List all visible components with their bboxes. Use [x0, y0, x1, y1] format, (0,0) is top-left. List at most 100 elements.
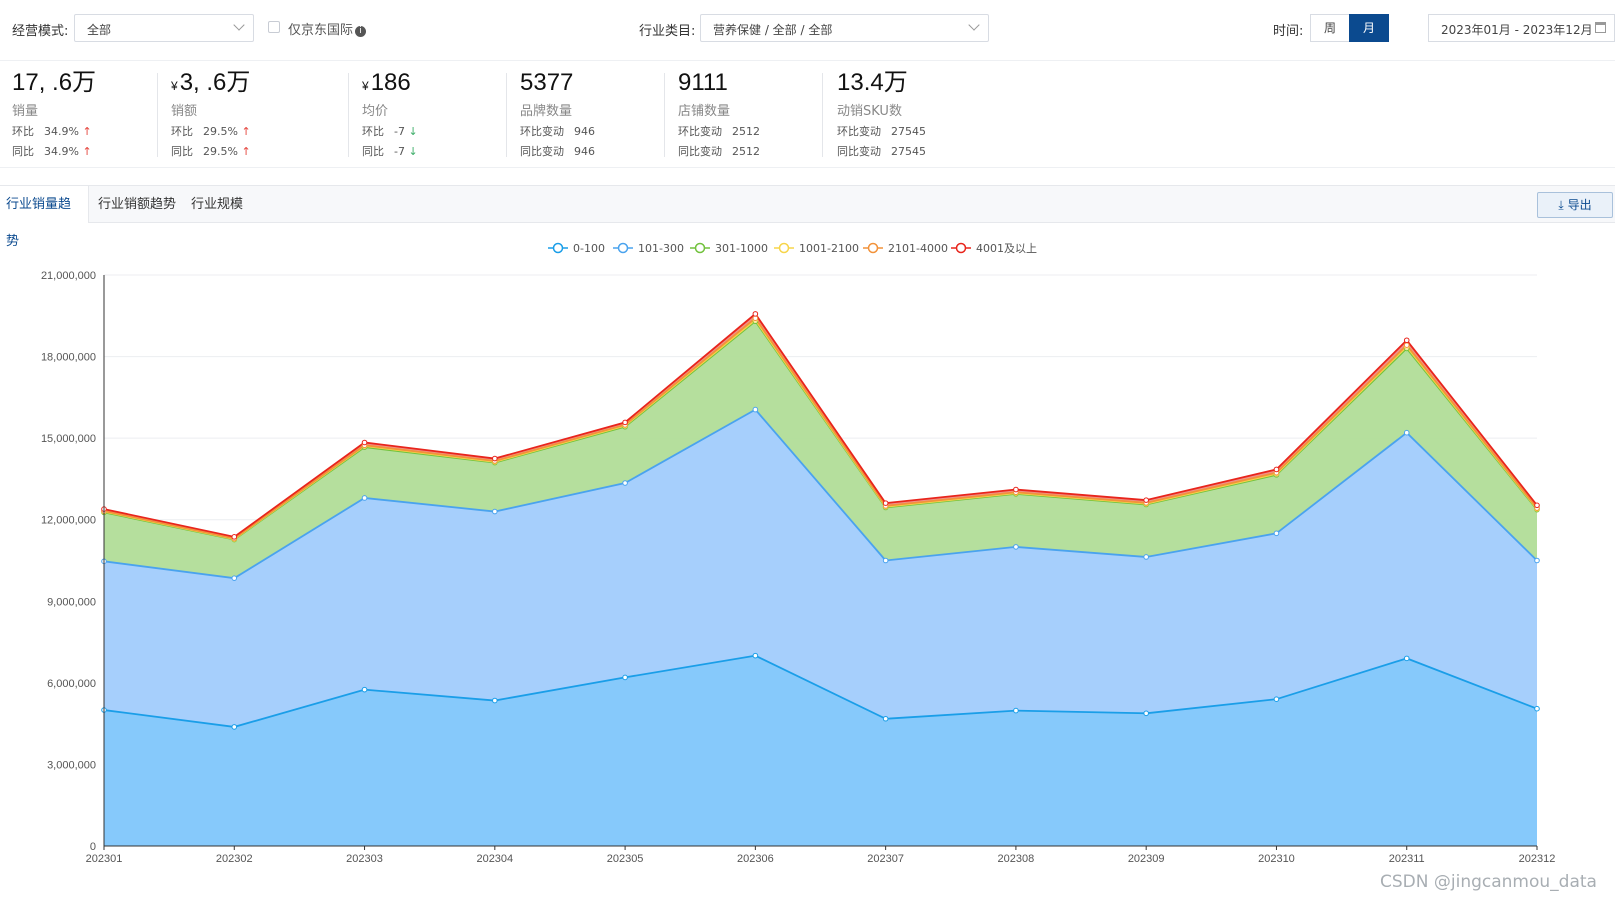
point-0-100[interactable] [1013, 707, 1019, 714]
point-0-100[interactable] [1143, 710, 1149, 717]
x-tick-label: 202305 [607, 853, 644, 865]
point-0-100[interactable] [752, 652, 759, 659]
point-0-100[interactable] [361, 686, 368, 693]
date-range-picker[interactable]: 2023年01月 - 2023年12月 [1428, 14, 1615, 42]
x-tick-label: 202302 [216, 853, 253, 865]
x-tick-label: 202310 [1258, 853, 1295, 865]
tab-sales-amount-trend[interactable]: 行业销额趋势 [98, 197, 177, 212]
point-4001及以上[interactable] [231, 534, 238, 540]
area-0-100 [104, 655, 1537, 846]
kpi-yoy: 同比变动 2512 [678, 145, 760, 158]
point-101-300[interactable] [1143, 554, 1149, 560]
mode-select-value: 全部 [87, 23, 112, 37]
kpi-value: ¥186 [362, 69, 411, 96]
legend-item-2101-4000[interactable]: 2101-4000 [863, 242, 948, 255]
jd-intl-checkbox[interactable] [268, 21, 280, 33]
point-101-300[interactable] [1403, 429, 1410, 436]
point-101-300[interactable] [882, 557, 889, 564]
kpi-mom: 环比 29.5% ↑ [171, 125, 251, 138]
point-0-100[interactable] [1273, 696, 1280, 702]
y-tick-label: 15,000,000 [41, 433, 96, 445]
chart-lines [103, 312, 1538, 728]
point-0-100[interactable] [622, 674, 628, 681]
mode-select[interactable]: 全部 [74, 14, 254, 42]
area-301-1000 [104, 321, 1537, 579]
point-4001及以上[interactable] [1143, 497, 1149, 503]
calendar-icon [1595, 22, 1606, 33]
kpi-yoy: 同比 29.5% ↑ [171, 145, 251, 158]
legend-item-301-1000[interactable]: 301-1000 [690, 242, 768, 255]
point-0-100[interactable] [1534, 705, 1540, 712]
week-toggle[interactable]: 周 [1310, 14, 1350, 42]
point-0-100[interactable] [231, 724, 238, 730]
chart-areas [104, 313, 1537, 846]
kpi-value: 5377 [520, 69, 574, 96]
point-101-300[interactable] [231, 575, 238, 581]
x-tick-label: 202309 [1128, 853, 1165, 865]
industry-select[interactable]: 营养保健 / 全部 / 全部 [700, 14, 989, 42]
y-tick-label: 9,000,000 [47, 596, 96, 608]
point-101-300[interactable] [752, 406, 759, 413]
point-101-300[interactable] [622, 480, 628, 486]
chart-tabs: 行业销量趋势 行业销额趋势 行业规模 ⤓ 导出 [0, 185, 1615, 249]
export-button[interactable]: ⤓ 导出 [1537, 192, 1613, 218]
point-101-300[interactable] [492, 508, 498, 515]
point-4001及以上[interactable] [361, 439, 368, 446]
download-icon: ⤓ [1558, 198, 1564, 212]
kpi-divider [506, 73, 507, 157]
point-0-100[interactable] [882, 715, 889, 722]
x-tick-label: 202306 [737, 853, 774, 865]
filter-bar: 经营模式: 全部 仅京东国际 i 行业类目: 营养保健 / 全部 / 全部 时间:… [0, 0, 1615, 60]
info-icon[interactable]: i [355, 26, 367, 37]
legend-item-1001-2100[interactable]: 1001-2100 [774, 242, 859, 255]
area-101-300 [104, 409, 1537, 727]
month-toggle[interactable]: 月 [1349, 14, 1389, 42]
kpi-sales-amount: ¥3, .6万 销额 环比 29.5% ↑ 同比 29.5% ↑ [171, 67, 251, 158]
tab-industry-scale[interactable]: 行业规模 [191, 197, 244, 212]
kpi-yoy: 同比 34.9% ↑ [12, 145, 92, 158]
point-101-300[interactable] [1273, 530, 1280, 537]
point-4001及以上[interactable] [1534, 502, 1540, 509]
legend-item-0-100[interactable]: 0-100 [548, 242, 605, 255]
point-101-300[interactable] [1013, 544, 1019, 550]
x-tick-label: 202307 [867, 853, 904, 865]
point-4001及以上[interactable] [1013, 486, 1019, 493]
point-101-300[interactable] [1534, 557, 1540, 564]
legend-label: 0-100 [573, 242, 605, 255]
watermark-text: CSDN @jingcanmou_data [1380, 872, 1597, 892]
point-0-100[interactable] [1403, 655, 1410, 662]
arrow-up-icon: ↑ [82, 145, 92, 158]
x-tick-label: 202303 [346, 853, 383, 865]
legend-item-4001及以上[interactable]: 4001及以上 [951, 242, 1037, 255]
point-2101-4000[interactable] [1403, 342, 1410, 348]
point-4001及以上[interactable] [1403, 337, 1410, 344]
industry-select-value: 营养保健 / 全部 / 全部 [713, 23, 833, 37]
point-101-300[interactable] [361, 495, 368, 501]
line-0-100 [103, 654, 1538, 728]
arrow-down-icon: ↓ [408, 125, 418, 138]
legend-marker [694, 242, 706, 254]
jd-intl-label: 仅京东国际 i [288, 19, 367, 38]
kpi-divider [348, 73, 349, 157]
legend-marker [955, 242, 967, 254]
legend-marker [778, 242, 790, 254]
legend-label: 301-1000 [715, 242, 768, 255]
legend-label: 4001及以上 [976, 242, 1037, 255]
legend-item-101-300[interactable]: 101-300 [613, 242, 684, 255]
tab-sales-volume-trend[interactable]: 行业销量趋势 [0, 186, 89, 249]
chart-points [101, 311, 1540, 730]
kpi-brand-count: 5377 品牌数量 环比变动 946 同比变动 946 [520, 67, 595, 158]
x-tick-label: 202301 [86, 853, 123, 865]
arrow-up-icon: ↑ [241, 125, 251, 138]
chart-legend: 0-100 101-300 301-1000 1001-2100 2101-4000 40… [548, 242, 1037, 255]
x-tick-label: 202308 [998, 853, 1035, 865]
kpi-store-count: 9111 店铺数量 环比变动 2512 同比变动 2512 [678, 67, 760, 158]
point-4001及以上[interactable] [752, 311, 759, 317]
point-4001及以上[interactable] [622, 419, 628, 426]
point-4001及以上[interactable] [492, 455, 498, 462]
point-4001及以上[interactable] [1273, 466, 1280, 473]
point-0-100[interactable] [492, 697, 498, 704]
point-4001及以上[interactable] [882, 500, 889, 506]
kpi-row: 17, .6万 销量 环比 34.9% ↑ 同比 34.9% ↑ ¥3, .6万 销… [0, 60, 1615, 168]
legend-label: 1001-2100 [799, 242, 859, 255]
